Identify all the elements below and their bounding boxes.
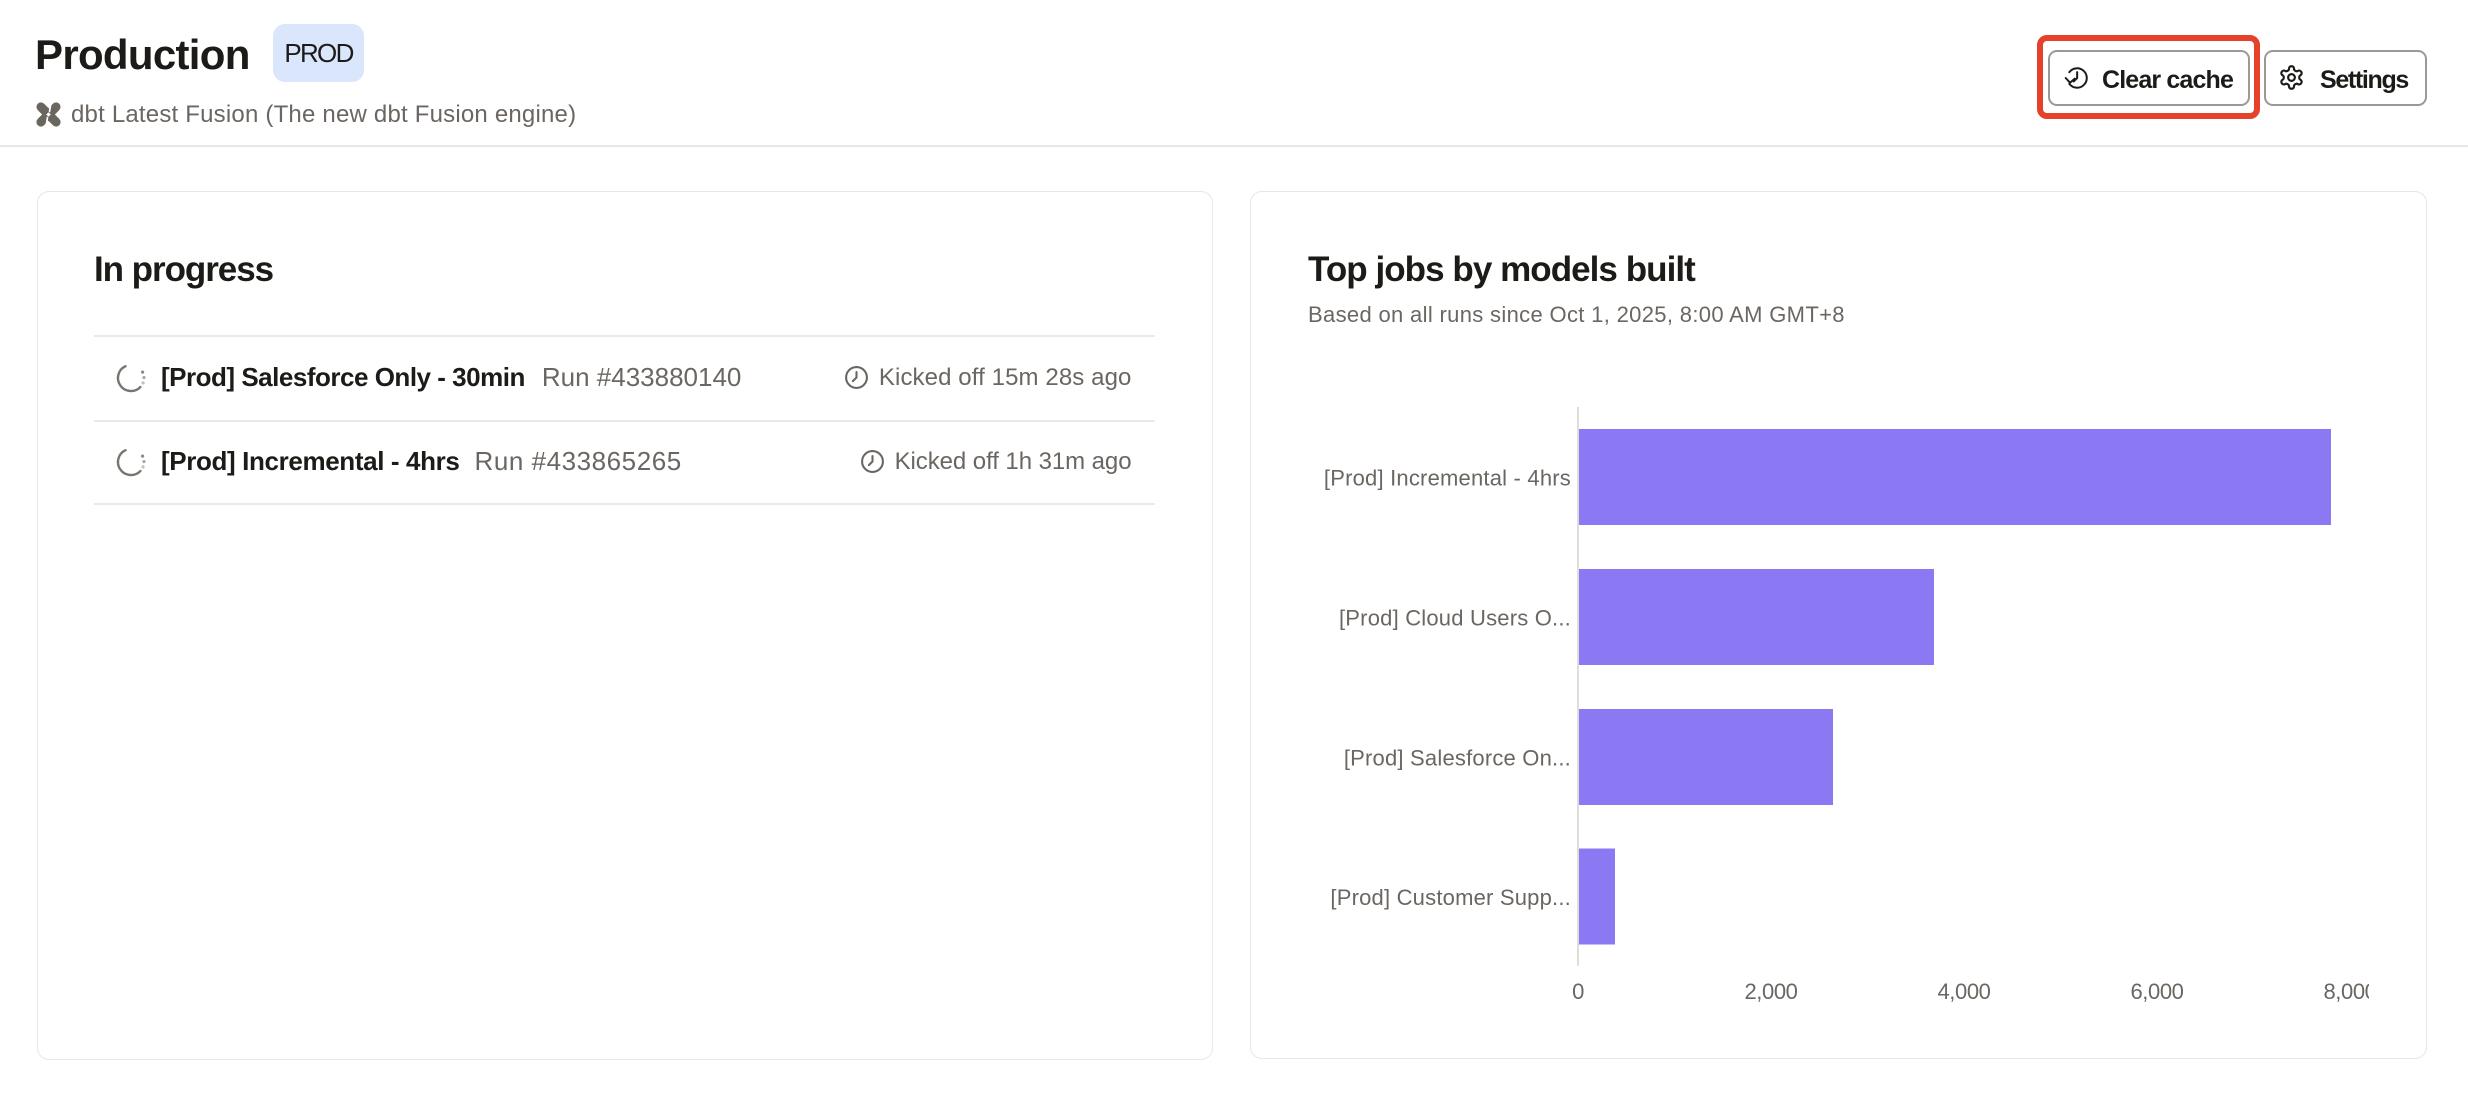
svg-text:[Prod] Salesforce On...: [Prod] Salesforce On...	[1344, 745, 1571, 770]
svg-text:[Prod] Incremental - 4hrs: [Prod] Incremental - 4hrs	[1324, 465, 1571, 490]
svg-text:6,000: 6,000	[2130, 979, 2183, 1004]
svg-text:0: 0	[1572, 979, 1584, 1004]
svg-text:4,000: 4,000	[1937, 979, 1990, 1004]
svg-text:[Prod] Cloud Users O...: [Prod] Cloud Users O...	[1339, 605, 1571, 630]
svg-text:[Prod] Customer Supp...: [Prod] Customer Supp...	[1330, 885, 1571, 910]
svg-text:8,000: 8,000	[2323, 979, 2369, 1004]
svg-text:2,000: 2,000	[1744, 979, 1797, 1004]
